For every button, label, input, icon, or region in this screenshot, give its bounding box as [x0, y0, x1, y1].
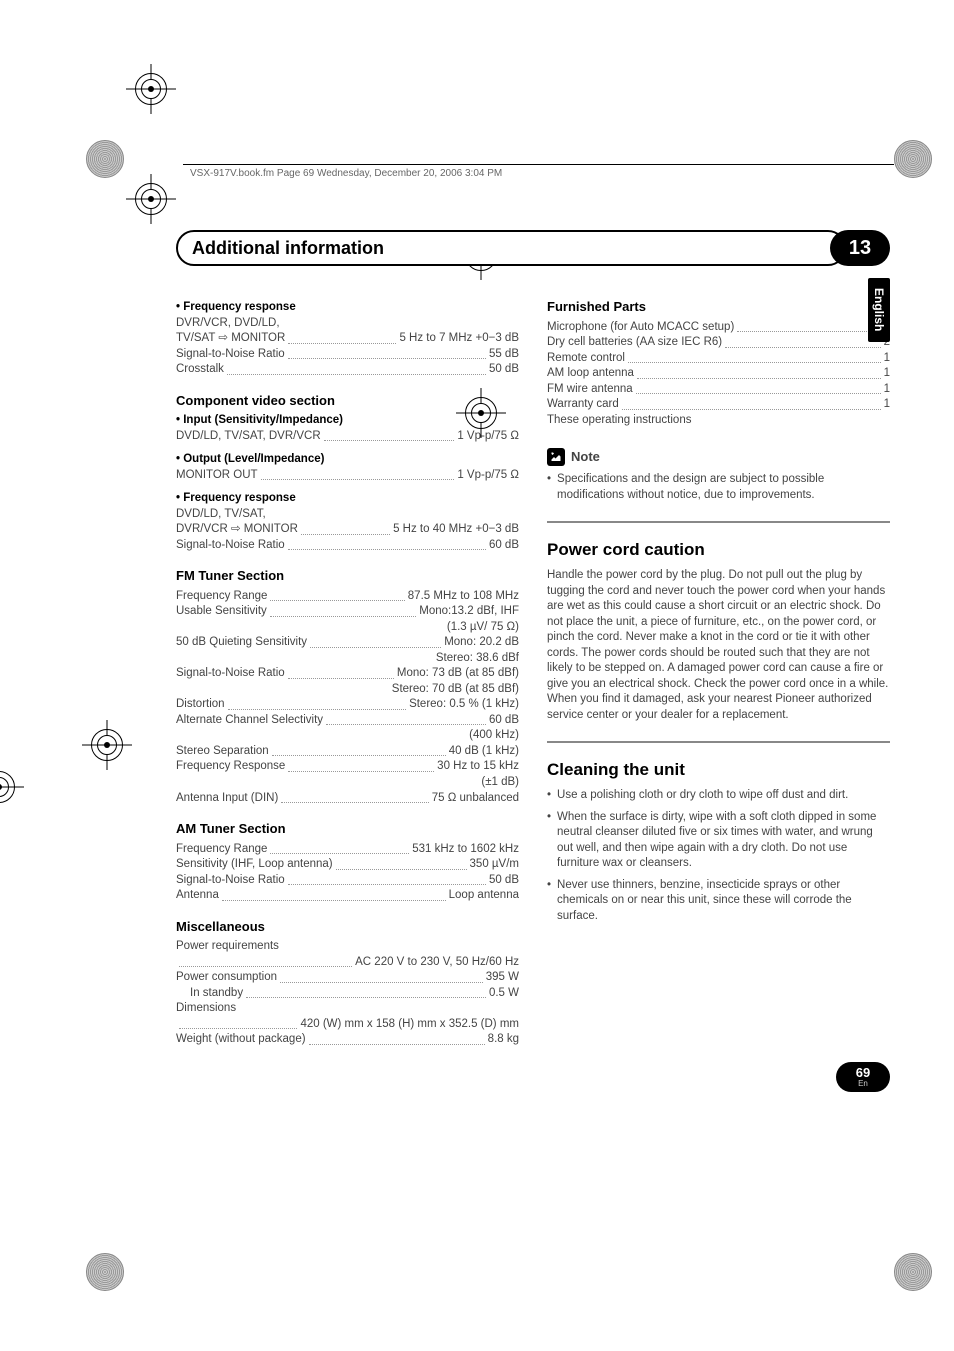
spec-line: TV/SAT ⇨ MONITOR5 Hz to 7 MHz +0−3 dB — [176, 331, 519, 347]
page-number: 69 — [856, 1066, 870, 1079]
spec-line: Frequency Response30 Hz to 15 kHz — [176, 759, 519, 775]
body-text: Handle the power cord by the plug. Do no… — [547, 568, 890, 723]
spec-line: Signal-to-Noise Ratio50 dB — [176, 873, 519, 889]
spec-line: Weight (without package)8.8 kg — [176, 1032, 519, 1048]
spec-line: Alternate Channel Selectivity60 dB — [176, 713, 519, 729]
spec-line: Signal-to-Noise RatioMono: 73 dB (at 85 … — [176, 666, 519, 682]
spec-line: Microphone (for Auto MCACC setup)1 — [547, 320, 890, 336]
registration-mark — [86, 140, 124, 178]
registration-mark — [894, 1253, 932, 1291]
spec-line: AM loop antenna1 — [547, 366, 890, 382]
crop-mark — [130, 68, 172, 110]
spec-line: (±1 dB) — [176, 775, 519, 791]
spec-line: Dimensions — [176, 1001, 519, 1017]
registration-mark — [86, 1253, 124, 1291]
furnished-list: Microphone (for Auto MCACC setup)1Dry ce… — [547, 320, 890, 413]
header-runner: VSX-917V.book.fm Page 69 Wednesday, Dece… — [190, 168, 502, 179]
header-rule — [183, 164, 894, 165]
subsection-head: Input (Sensitivity/Impedance) — [176, 413, 519, 429]
divider — [547, 521, 890, 523]
section-head: AM Tuner Section — [176, 820, 519, 838]
spec-line: DVR/VCR ⇨ MONITOR5 Hz to 40 MHz +0−3 dB — [176, 522, 519, 538]
chapter-bar: Additional information 13 — [176, 230, 890, 266]
left-column: Frequency response DVR/VCR, DVD/LD, TV/S… — [176, 298, 519, 1048]
spec-line: Stereo: 70 dB (at 85 dBf) — [176, 682, 519, 698]
spec-line: In standby0.5 W — [176, 986, 519, 1002]
spec-line: MONITOR OUT1 Vp-p/75 Ω — [176, 468, 519, 484]
registration-mark — [894, 140, 932, 178]
language-tab: English — [868, 278, 890, 342]
spec-line: Warranty card1 — [547, 397, 890, 413]
spec-line: Power requirements — [176, 939, 519, 955]
crop-mark — [86, 724, 128, 766]
spec-line: Dry cell batteries (AA size IEC R6)2 — [547, 335, 890, 351]
subsection-head: Frequency response — [176, 491, 519, 507]
spec-line: Signal-to-Noise Ratio55 dB — [176, 347, 519, 363]
spec-line: 420 (W) mm x 158 (H) mm x 352.5 (D) mm — [176, 1017, 519, 1033]
right-column: Furnished Parts Microphone (for Auto MCA… — [547, 298, 890, 1048]
spec-line: Frequency Range87.5 MHz to 108 MHz — [176, 589, 519, 605]
spec-line: Stereo: 38.6 dBf — [176, 651, 519, 667]
spec-line: Antenna Input (DIN)75 Ω unbalanced — [176, 791, 519, 807]
chapter-number: 13 — [830, 230, 890, 266]
page-content: Additional information 13 English Freque… — [176, 230, 890, 1048]
section-head: Cleaning the unit — [547, 759, 890, 782]
freq-response-head: Frequency response — [176, 300, 519, 316]
list-item: •Never use thinners, benzine, insecticid… — [547, 878, 890, 925]
spec-line: Crosstalk50 dB — [176, 362, 519, 378]
spec-line: AC 220 V to 230 V, 50 Hz/60 Hz — [176, 955, 519, 971]
spec-line: FM wire antenna1 — [547, 382, 890, 398]
page-badge: 69 En — [836, 1062, 890, 1092]
section-head: Power cord caution — [547, 539, 890, 562]
page-lang: En — [858, 1080, 868, 1088]
spec-line: These operating instructions — [547, 413, 890, 429]
note-label: Note — [571, 448, 600, 466]
note-icon — [547, 448, 565, 466]
spec-line: DVD/LD, TV/SAT, DVR/VCR1 Vp-p/75 Ω — [176, 429, 519, 445]
section-head: Component video section — [176, 392, 519, 410]
list-item: •When the surface is dirty, wipe with a … — [547, 810, 890, 872]
spec-line: Remote control1 — [547, 351, 890, 367]
spec-line: AntennaLoop antenna — [176, 888, 519, 904]
spec-line: Usable SensitivityMono:13.2 dBf, IHF — [176, 604, 519, 620]
divider — [547, 741, 890, 743]
chapter-title: Additional information — [176, 230, 846, 266]
spec-line: (400 kHz) — [176, 728, 519, 744]
spec-line: DVD/LD, TV/SAT, — [176, 507, 519, 523]
spec-line: Frequency Range531 kHz to 1602 kHz — [176, 842, 519, 858]
list-item: •Use a polishing cloth or dry cloth to w… — [547, 788, 890, 804]
section-head: Miscellaneous — [176, 918, 519, 936]
spec-line: Stereo Separation40 dB (1 kHz) — [176, 744, 519, 760]
section-head: FM Tuner Section — [176, 567, 519, 585]
spec-line: Power consumption395 W — [176, 970, 519, 986]
spec-line: DVR/VCR, DVD/LD, — [176, 316, 519, 332]
spec-line: 50 dB Quieting SensitivityMono: 20.2 dB — [176, 635, 519, 651]
subsection-head: Output (Level/Impedance) — [176, 452, 519, 468]
spec-line: DistortionStereo: 0.5 % (1 kHz) — [176, 697, 519, 713]
spec-line: (1.3 µV/ 75 Ω) — [176, 620, 519, 636]
section-head: Furnished Parts — [547, 298, 890, 316]
note-row: Note — [547, 448, 890, 466]
note-text: • Specifications and the design are subj… — [547, 472, 890, 503]
crop-mark — [130, 178, 172, 220]
spec-line: Signal-to-Noise Ratio60 dB — [176, 538, 519, 554]
spec-line: Sensitivity (IHF, Loop antenna)350 µV/m — [176, 857, 519, 873]
crop-mark — [0, 766, 20, 808]
